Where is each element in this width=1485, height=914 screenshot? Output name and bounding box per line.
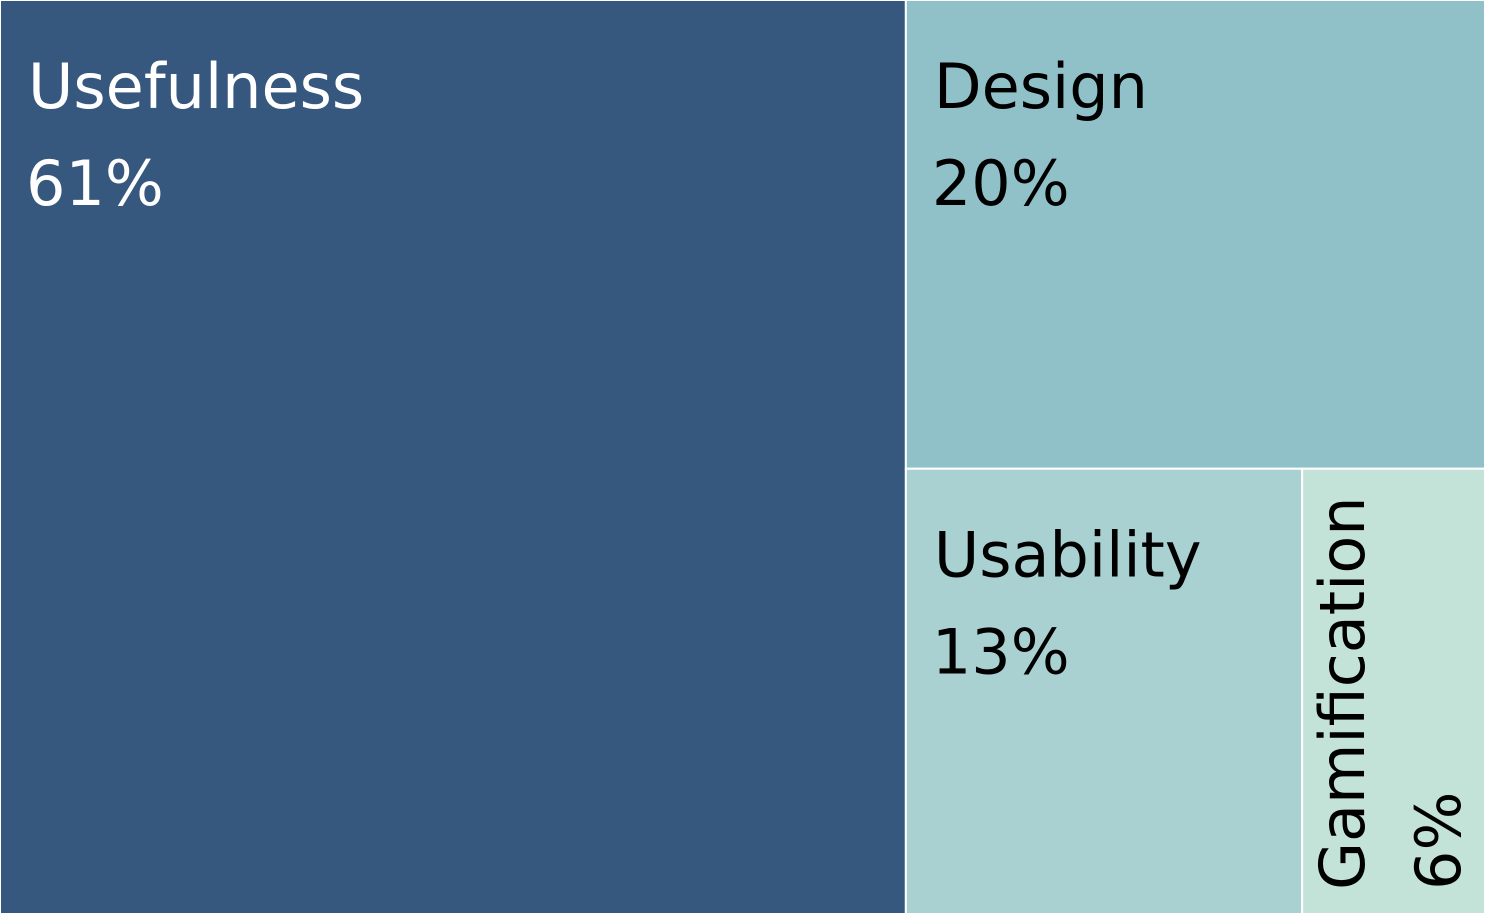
tile-label-design: Design: [934, 50, 1148, 123]
tile-label-gamification: Gamification: [1306, 496, 1379, 890]
tile-label-usefulness: Usefulness: [28, 50, 364, 123]
tile-usefulness: Usefulness 61%: [0, 0, 907, 914]
tile-rect-design: [904, 0, 1485, 470]
tile-usability: Usability 13%: [904, 467, 1304, 914]
tile-gamification: Gamification 6%: [1301, 467, 1485, 914]
tile-rect-usability: [904, 467, 1304, 914]
tile-rect-usefulness: [0, 0, 907, 914]
tile-value-usability: 13%: [932, 616, 1070, 689]
tile-value-usefulness: 61%: [26, 147, 164, 220]
tile-value-design: 20%: [932, 147, 1070, 220]
tile-design: Design 20%: [904, 0, 1485, 470]
tile-value-gamification: 6%: [1402, 792, 1475, 890]
tile-label-usability: Usability: [934, 519, 1202, 592]
